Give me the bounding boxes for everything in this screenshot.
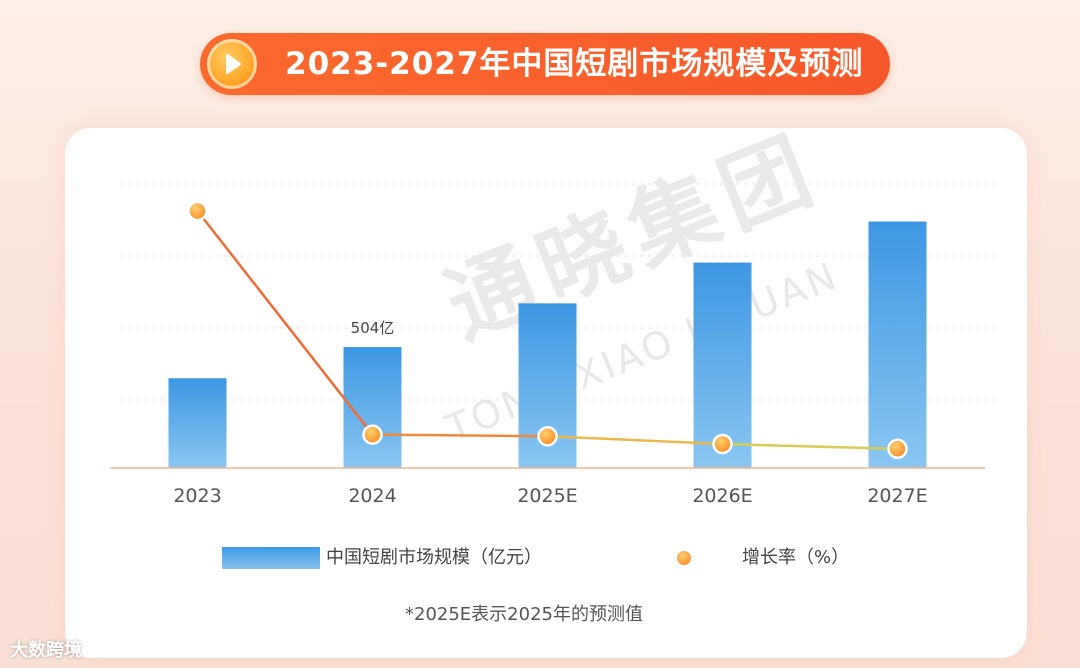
chart-title: 2023-2027年中国短剧市场规模及预测 bbox=[285, 46, 864, 82]
play-icon bbox=[207, 39, 257, 89]
bar-2023 bbox=[168, 378, 227, 468]
x-tick-label: 2025E bbox=[517, 485, 577, 507]
growth-line-segment bbox=[722, 442, 898, 451]
x-tick-label: 2023 bbox=[173, 485, 221, 507]
growth-line-segment bbox=[196, 210, 374, 436]
bar-2027E bbox=[868, 221, 927, 468]
bar-2024 bbox=[343, 347, 402, 468]
bars bbox=[168, 221, 927, 468]
bar-data-label: 504亿 bbox=[351, 319, 395, 337]
growth-line-series bbox=[187, 200, 908, 460]
x-tick-label: 2024 bbox=[348, 485, 396, 507]
x-tick-label: 2026E bbox=[692, 485, 752, 507]
footnote: *2025E表示2025年的预测值 bbox=[405, 604, 643, 625]
legend-line-swatch bbox=[645, 549, 723, 567]
legend: 中国短剧市场规模（亿元） 增长率（%） bbox=[222, 542, 922, 574]
growth-point-2024 bbox=[362, 424, 383, 445]
growth-line-segment bbox=[547, 434, 723, 446]
source-watermark: 大数跨境 bbox=[10, 640, 82, 661]
x-tick-label: 2027E bbox=[867, 485, 927, 507]
x-tick-labels: 2023 2024 2025E 2026E 2027E bbox=[173, 485, 927, 507]
growth-point-2025E bbox=[537, 425, 558, 447]
growth-point-2026E bbox=[712, 433, 733, 455]
legend-line-label: 增长率（%） bbox=[742, 547, 850, 568]
growth-point-2023 bbox=[187, 200, 208, 222]
title-banner: 2023-2027年中国短剧市场规模及预测 bbox=[200, 33, 890, 95]
legend-bar-label: 中国短剧市场规模（亿元） bbox=[326, 547, 542, 568]
growth-line-segment bbox=[372, 433, 548, 438]
legend-bar-swatch bbox=[222, 547, 320, 569]
data-labels: 504亿 bbox=[351, 319, 395, 337]
growth-point-2027E bbox=[887, 438, 908, 460]
